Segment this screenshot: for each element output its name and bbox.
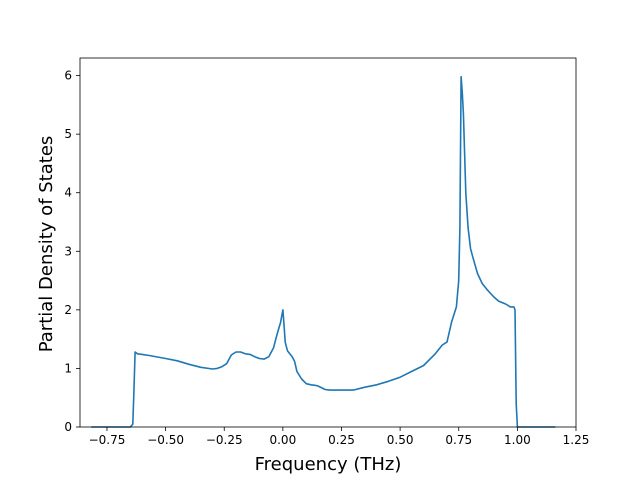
x-tick-label: 1.25	[563, 433, 590, 447]
x-tick-label: 0.25	[328, 433, 355, 447]
series-line	[90, 75, 556, 428]
y-axis-label: Partial Density of States	[36, 136, 57, 353]
y-tick-label: 2	[64, 303, 72, 317]
y-tick-label: 0	[64, 420, 72, 434]
x-tick-label: 0.00	[269, 433, 296, 447]
axes-frame	[79, 57, 577, 428]
x-tick-label: 0.50	[387, 433, 414, 447]
y-tick-label: 1	[64, 361, 72, 375]
y-tick-label: 4	[64, 186, 72, 200]
x-tick-label: −0.75	[89, 433, 126, 447]
y-tick-label: 5	[64, 127, 72, 141]
x-axis-ticks: −0.75 −0.50 −0.25 0.00 0.25 0.50 0.75 1.00 1.25	[89, 427, 590, 447]
y-tick-label: 6	[64, 69, 72, 83]
y-axis-ticks: 0 1 2 3 4 5 6	[64, 69, 80, 434]
x-tick-label: −0.25	[206, 433, 243, 447]
x-tick-label: 0.75	[445, 433, 472, 447]
x-tick-label: 1.00	[504, 433, 531, 447]
plot-layer	[90, 75, 556, 428]
y-tick-label: 3	[64, 244, 72, 258]
x-axis-label: Frequency (THz)	[255, 454, 402, 475]
x-tick-label: −0.50	[147, 433, 184, 447]
